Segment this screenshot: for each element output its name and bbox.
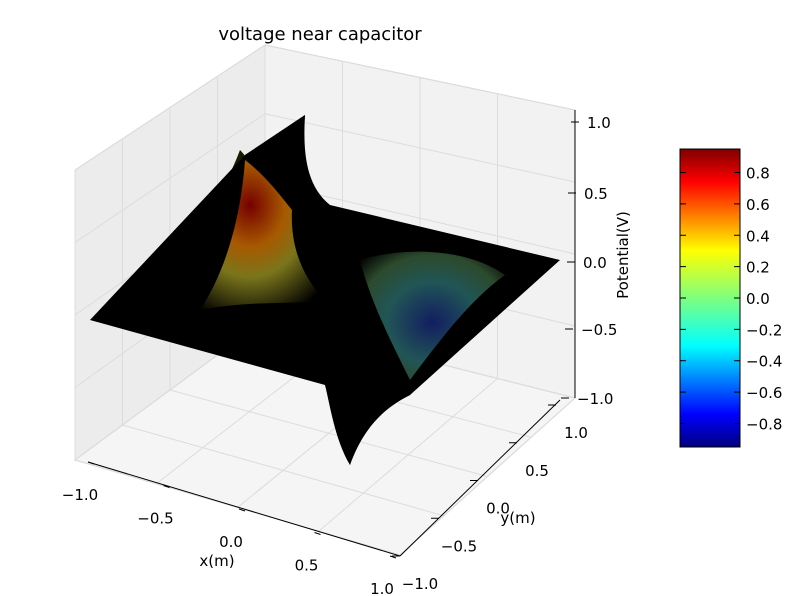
z-tick-label: 1.0: [587, 114, 611, 132]
grid-line: [264, 44, 576, 111]
x-tick-label: −1.0: [62, 486, 98, 504]
z-tick-label: −1.0: [577, 390, 613, 408]
z-axis-label: Potential(V): [614, 211, 632, 299]
z-tick-label: −0.5: [581, 321, 617, 339]
colorbar-tick-label: 0.4: [746, 227, 770, 245]
x-axis-line: [87, 461, 401, 557]
x-tick-label: 0.0: [219, 533, 243, 551]
colorbar-tick-label: 0.2: [746, 259, 770, 277]
colorbar: 0.8 0.6 0.4 0.2 0.0 −0.2 −0.4 −0.6 −0.8: [679, 148, 782, 448]
colorbar-ticks: 0.8 0.6 0.4 0.2 0.0 −0.2 −0.4 −0.6 −0.8: [680, 165, 782, 433]
y-tick-label: 0.5: [525, 462, 549, 480]
grid-line: [74, 44, 266, 171]
colorbar-tick-label: 0.8: [746, 165, 770, 183]
surface-trough-glow: [360, 251, 505, 380]
grid-line: [318, 378, 498, 532]
x-tick-mark: [238, 508, 246, 512]
x-tick-label: 1.0: [370, 580, 394, 596]
chart-title: voltage near capacitor: [218, 24, 422, 45]
y-ticks: −1.0 −0.5 0.0 0.5 1.0: [392, 404, 588, 593]
surface-sheet: [90, 115, 560, 465]
grid-line: [264, 113, 576, 183]
x-tick-mark: [163, 485, 170, 488]
y-tick-label: −0.5: [441, 537, 477, 555]
surface-spike-down: [325, 385, 410, 465]
grid-line: [169, 389, 488, 477]
x-tick-mark: [389, 555, 397, 559]
x-tick-mark: [314, 532, 321, 535]
x-ticks: −1.0 −0.5 0.0 0.5 1.0: [62, 461, 397, 596]
x-tick-label: −0.5: [137, 510, 173, 528]
y-tick-label: 1.0: [564, 424, 588, 442]
colorbar-gradient: [679, 148, 741, 448]
colorbar-tick-label: 0.6: [746, 196, 770, 214]
z-tick-label: 0.5: [584, 185, 608, 203]
colorbar-tick-label: −0.2: [746, 321, 782, 339]
surface-spike-up: [245, 115, 320, 205]
y-tick-label: 0.0: [486, 500, 510, 518]
y-tick-label: −1.0: [402, 575, 438, 593]
colorbar-tick-label: −0.4: [746, 353, 782, 371]
x-tick-mark: [87, 461, 95, 465]
x-tick-label: 0.5: [295, 557, 319, 575]
z-ticks: −1.0 −0.5 0.0 0.5 1.0: [561, 114, 617, 408]
grid-line: [74, 113, 266, 243]
y-axis-line: [399, 399, 561, 557]
x-axis-label: x(m): [199, 552, 234, 570]
colorbar-tick-label: 0.0: [746, 290, 770, 308]
surface: [90, 115, 560, 465]
colorbar-tick-label: −0.8: [746, 415, 782, 433]
colorbar-tick-label: −0.6: [746, 384, 782, 402]
surface-peak-glow: [200, 160, 325, 310]
y-axis-label: y(m): [500, 509, 535, 527]
grid-line: [399, 397, 576, 556]
z-tick-label: 0.0: [583, 254, 607, 272]
